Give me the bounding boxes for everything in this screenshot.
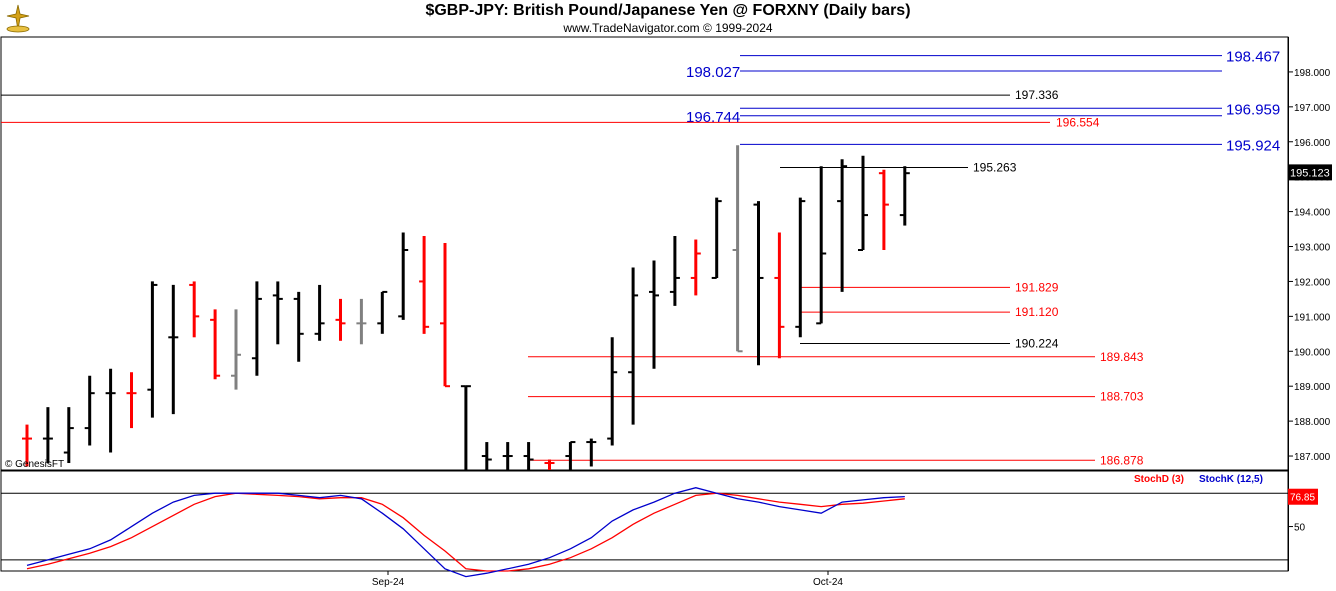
ohlc-bar: [168, 284, 179, 415]
ohlc-bar: [22, 424, 32, 467]
level-label: 189.843: [1100, 350, 1144, 364]
ohlc-bar: [42, 407, 53, 464]
indicator-last-box: [1288, 488, 1318, 505]
y-tick-label: 187.000: [1294, 452, 1331, 463]
ohlc-bar: [628, 267, 639, 425]
trade-navigator-logo-icon: [2, 2, 34, 34]
level-label: 196.959: [1226, 101, 1280, 118]
ohlc-bar: [147, 281, 158, 418]
ohlc-bar: [607, 337, 618, 446]
ohlc-bar: [523, 442, 534, 470]
watermark: © GenesisFT: [5, 459, 64, 470]
stochd-legend: StochD (3): [1134, 474, 1184, 485]
ohlc-bar: [795, 197, 806, 338]
ohlc-bar: [210, 309, 221, 380]
ohlc-bar: [356, 298, 367, 345]
y-axis-area: [1288, 37, 1336, 571]
y-tick-label: 191.000: [1294, 312, 1331, 323]
ohlc-bar: [878, 169, 889, 251]
y-tick-label: 192.000: [1294, 277, 1331, 288]
ohlc-bar: [440, 243, 450, 388]
indicator-last-label: 76.85: [1290, 493, 1315, 504]
level-label: 195.263: [973, 160, 1017, 174]
chart-header: $GBP-JPY: British Pound/Japanese Yen @ F…: [0, 0, 1336, 37]
ohlc-bar: [105, 368, 116, 453]
ohlc-bar: [272, 281, 283, 345]
ohlc-bar: [690, 239, 701, 296]
level-label: 195.924: [1226, 137, 1280, 154]
indicator-tick-label: 50: [1294, 523, 1306, 534]
level-label: 196.554: [1056, 115, 1100, 129]
ohlc-bar: [711, 197, 722, 279]
level-label: 191.120: [1015, 305, 1059, 319]
price-pane-frame: [0, 36, 1289, 471]
ohlc-bar: [565, 441, 576, 470]
ohlc-bar: [84, 375, 95, 446]
ohlc-bar: [481, 442, 492, 470]
y-tick-label: 190.000: [1294, 347, 1331, 358]
stochk-line: [26, 487, 905, 578]
ohlc-bar: [899, 166, 910, 226]
ohlc-bar: [460, 385, 471, 470]
ohlc-bar: [335, 298, 346, 341]
y-tick-label: 197.000: [1294, 103, 1331, 114]
y-tick-label: 194.000: [1294, 208, 1331, 219]
ohlc-bar: [63, 407, 74, 464]
level-label: 191.829: [1015, 280, 1059, 294]
level-label: 188.703: [1100, 390, 1144, 404]
ohlc-bar: [669, 236, 680, 306]
ohlc-bar: [398, 232, 409, 320]
y-tick-label: 193.000: [1294, 243, 1331, 254]
chart-subtitle: www.TradeNavigator.com © 1999-2024: [563, 21, 773, 35]
level-label: 190.224: [1015, 336, 1059, 350]
ohlc-bar: [502, 442, 513, 470]
level-label: 186.878: [1100, 453, 1144, 467]
ohlc-bar: [544, 459, 555, 470]
ohlc-bar: [837, 159, 848, 292]
y-tick-label: 188.000: [1294, 417, 1331, 428]
ohlc-bar: [732, 145, 743, 353]
ohlc-bar: [774, 232, 785, 359]
ohlc-bar: [586, 438, 597, 467]
ohlc-bar: [251, 281, 262, 376]
ohlc-bar: [649, 260, 659, 369]
ohlc-bar: [858, 155, 868, 252]
y-tick-label: 189.000: [1294, 382, 1331, 393]
ohlc-bar: [377, 290, 388, 334]
ohlc-bar: [419, 236, 430, 334]
ohlc-bar: [753, 201, 764, 366]
last-price-box: [1288, 164, 1332, 181]
stochd-line: [26, 492, 905, 572]
indicator-pane-frame: [0, 470, 1289, 572]
y-tick-label: 198.000: [1294, 68, 1331, 79]
ohlc-bars: [22, 145, 910, 470]
chart-title: $GBP-JPY: British Pound/Japanese Yen @ F…: [425, 2, 911, 19]
level-label: 197.336: [1015, 88, 1059, 102]
ohlc-bar: [314, 284, 325, 341]
ohlc-bar: [126, 372, 137, 429]
stochk-legend: StochK (12,5): [1199, 474, 1263, 485]
ohlc-bar: [231, 309, 241, 390]
level-label: 198.027: [686, 64, 740, 81]
level-label: 196.744: [686, 109, 740, 126]
y-tick-label: 196.000: [1294, 138, 1331, 149]
ohlc-bar: [293, 291, 304, 362]
x-tick-label: Sep-24: [372, 577, 405, 588]
x-tick-label: Oct-24: [813, 577, 843, 588]
ohlc-bar: [189, 281, 200, 338]
ohlc-bar: [816, 166, 827, 325]
last-price-label: 195.123: [1290, 167, 1330, 179]
level-label: 198.467: [1226, 49, 1280, 66]
